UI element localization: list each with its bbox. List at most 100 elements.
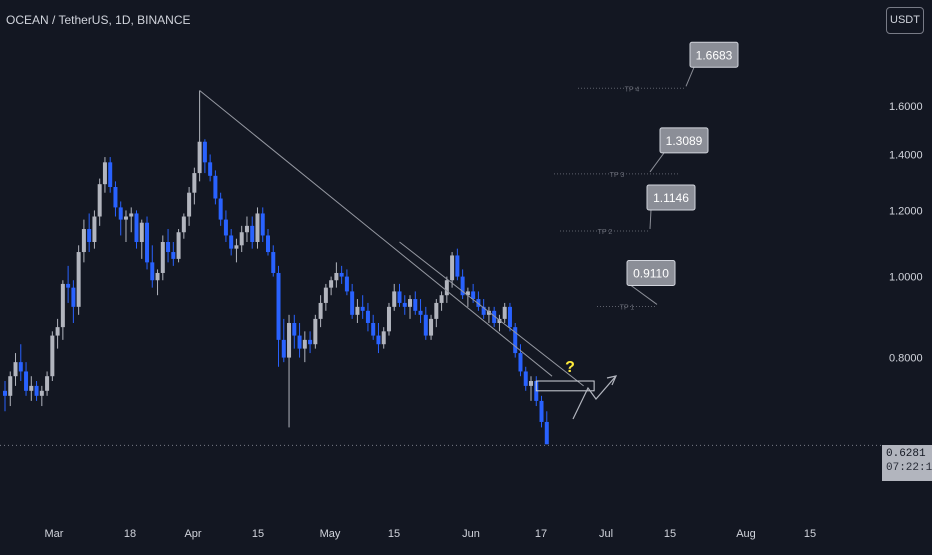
candle-body xyxy=(318,302,323,319)
candle-body xyxy=(481,306,486,315)
callout-box[interactable] xyxy=(659,127,709,154)
last-price-tag: 0.6281 07:22:13 xyxy=(882,445,932,481)
candle xyxy=(392,283,397,311)
x-tick-label: 17 xyxy=(535,528,547,540)
candle-body xyxy=(145,222,150,263)
candle-body xyxy=(339,272,344,277)
callout-pointer xyxy=(649,209,652,229)
currency-button[interactable]: USDT xyxy=(886,7,924,34)
candle xyxy=(255,207,260,249)
candle-body xyxy=(455,255,460,277)
candle-body xyxy=(66,283,71,288)
candle xyxy=(24,362,29,396)
candle xyxy=(271,245,276,277)
candle-body xyxy=(71,287,76,307)
candle-body xyxy=(502,306,507,319)
candle xyxy=(181,213,186,239)
candle-body xyxy=(118,207,123,220)
candle xyxy=(486,306,491,323)
candle-body xyxy=(486,310,491,315)
candle xyxy=(244,216,249,242)
candle-body xyxy=(492,310,497,323)
candle-body xyxy=(529,381,533,386)
candle xyxy=(360,295,365,319)
candle xyxy=(408,295,413,319)
candle xyxy=(381,327,386,349)
x-tick-label: Mar xyxy=(45,528,64,540)
candle xyxy=(418,299,423,323)
candle xyxy=(129,207,134,233)
candle xyxy=(308,331,313,354)
callout-value: 1.1146 xyxy=(653,191,689,205)
candle xyxy=(223,210,228,242)
candle-body xyxy=(423,314,428,336)
candle-body xyxy=(413,299,418,311)
target-level-label: TP 3 xyxy=(610,172,625,179)
candle-body xyxy=(171,252,176,259)
candle-body xyxy=(460,276,465,296)
x-tick-label: 15 xyxy=(388,528,400,540)
candle-body xyxy=(355,306,360,315)
y-tick-label: 0.8000 xyxy=(889,353,923,365)
candle-body xyxy=(365,310,370,323)
candle xyxy=(234,238,239,263)
candle-body xyxy=(97,184,102,217)
candle xyxy=(497,314,502,332)
candle-body xyxy=(392,291,397,307)
callout-box[interactable] xyxy=(646,184,696,211)
candle xyxy=(386,302,391,336)
candle xyxy=(434,299,439,328)
candle xyxy=(34,381,39,401)
candle xyxy=(102,157,107,193)
candle-body xyxy=(465,291,470,296)
candle-body xyxy=(292,322,297,336)
callout-box[interactable] xyxy=(626,259,676,286)
candle xyxy=(371,314,376,340)
candle-body xyxy=(160,241,165,273)
candle-body xyxy=(108,162,113,187)
candle-body xyxy=(213,175,218,199)
candle-body xyxy=(297,335,302,349)
x-tick-label: Jul xyxy=(599,528,613,540)
symbol-title: OCEAN / TetherUS, 1D, BINANCE xyxy=(6,13,191,27)
candle xyxy=(318,295,323,328)
callout-box[interactable] xyxy=(689,41,739,68)
candle xyxy=(55,318,60,349)
candle xyxy=(329,276,334,296)
callout-value: 0.9110 xyxy=(633,266,669,280)
candle xyxy=(50,331,55,382)
target-3[interactable]: TP 3 1.3089 xyxy=(554,127,709,179)
candle xyxy=(365,302,370,332)
candle xyxy=(292,314,297,349)
trendline-2[interactable] xyxy=(399,241,584,387)
candle-body xyxy=(208,162,213,176)
candle xyxy=(507,302,512,332)
candle-body xyxy=(255,213,260,242)
candle xyxy=(460,269,465,300)
support-zone[interactable] xyxy=(535,380,595,392)
candle xyxy=(239,225,244,253)
trendline-1[interactable] xyxy=(199,90,553,377)
candle-body xyxy=(129,213,134,217)
candle xyxy=(176,229,181,263)
candle xyxy=(92,210,97,249)
target-1[interactable]: TP 1 0.9110 xyxy=(597,259,676,311)
candle-body xyxy=(434,302,439,319)
candle-body xyxy=(24,371,29,391)
candle xyxy=(18,344,23,382)
candle-body xyxy=(134,213,139,242)
candle-body xyxy=(139,222,144,242)
candle xyxy=(66,265,71,303)
candle-body xyxy=(329,280,334,288)
candle xyxy=(76,245,81,315)
target-4[interactable]: TP 4 1.6683 xyxy=(578,41,739,93)
candle-body xyxy=(92,216,97,242)
callout-value: 1.3089 xyxy=(666,134,703,148)
candle xyxy=(202,139,207,174)
target-2[interactable]: TP 2 1.1146 xyxy=(560,184,696,236)
candle-body xyxy=(408,299,413,307)
candle xyxy=(250,216,255,249)
